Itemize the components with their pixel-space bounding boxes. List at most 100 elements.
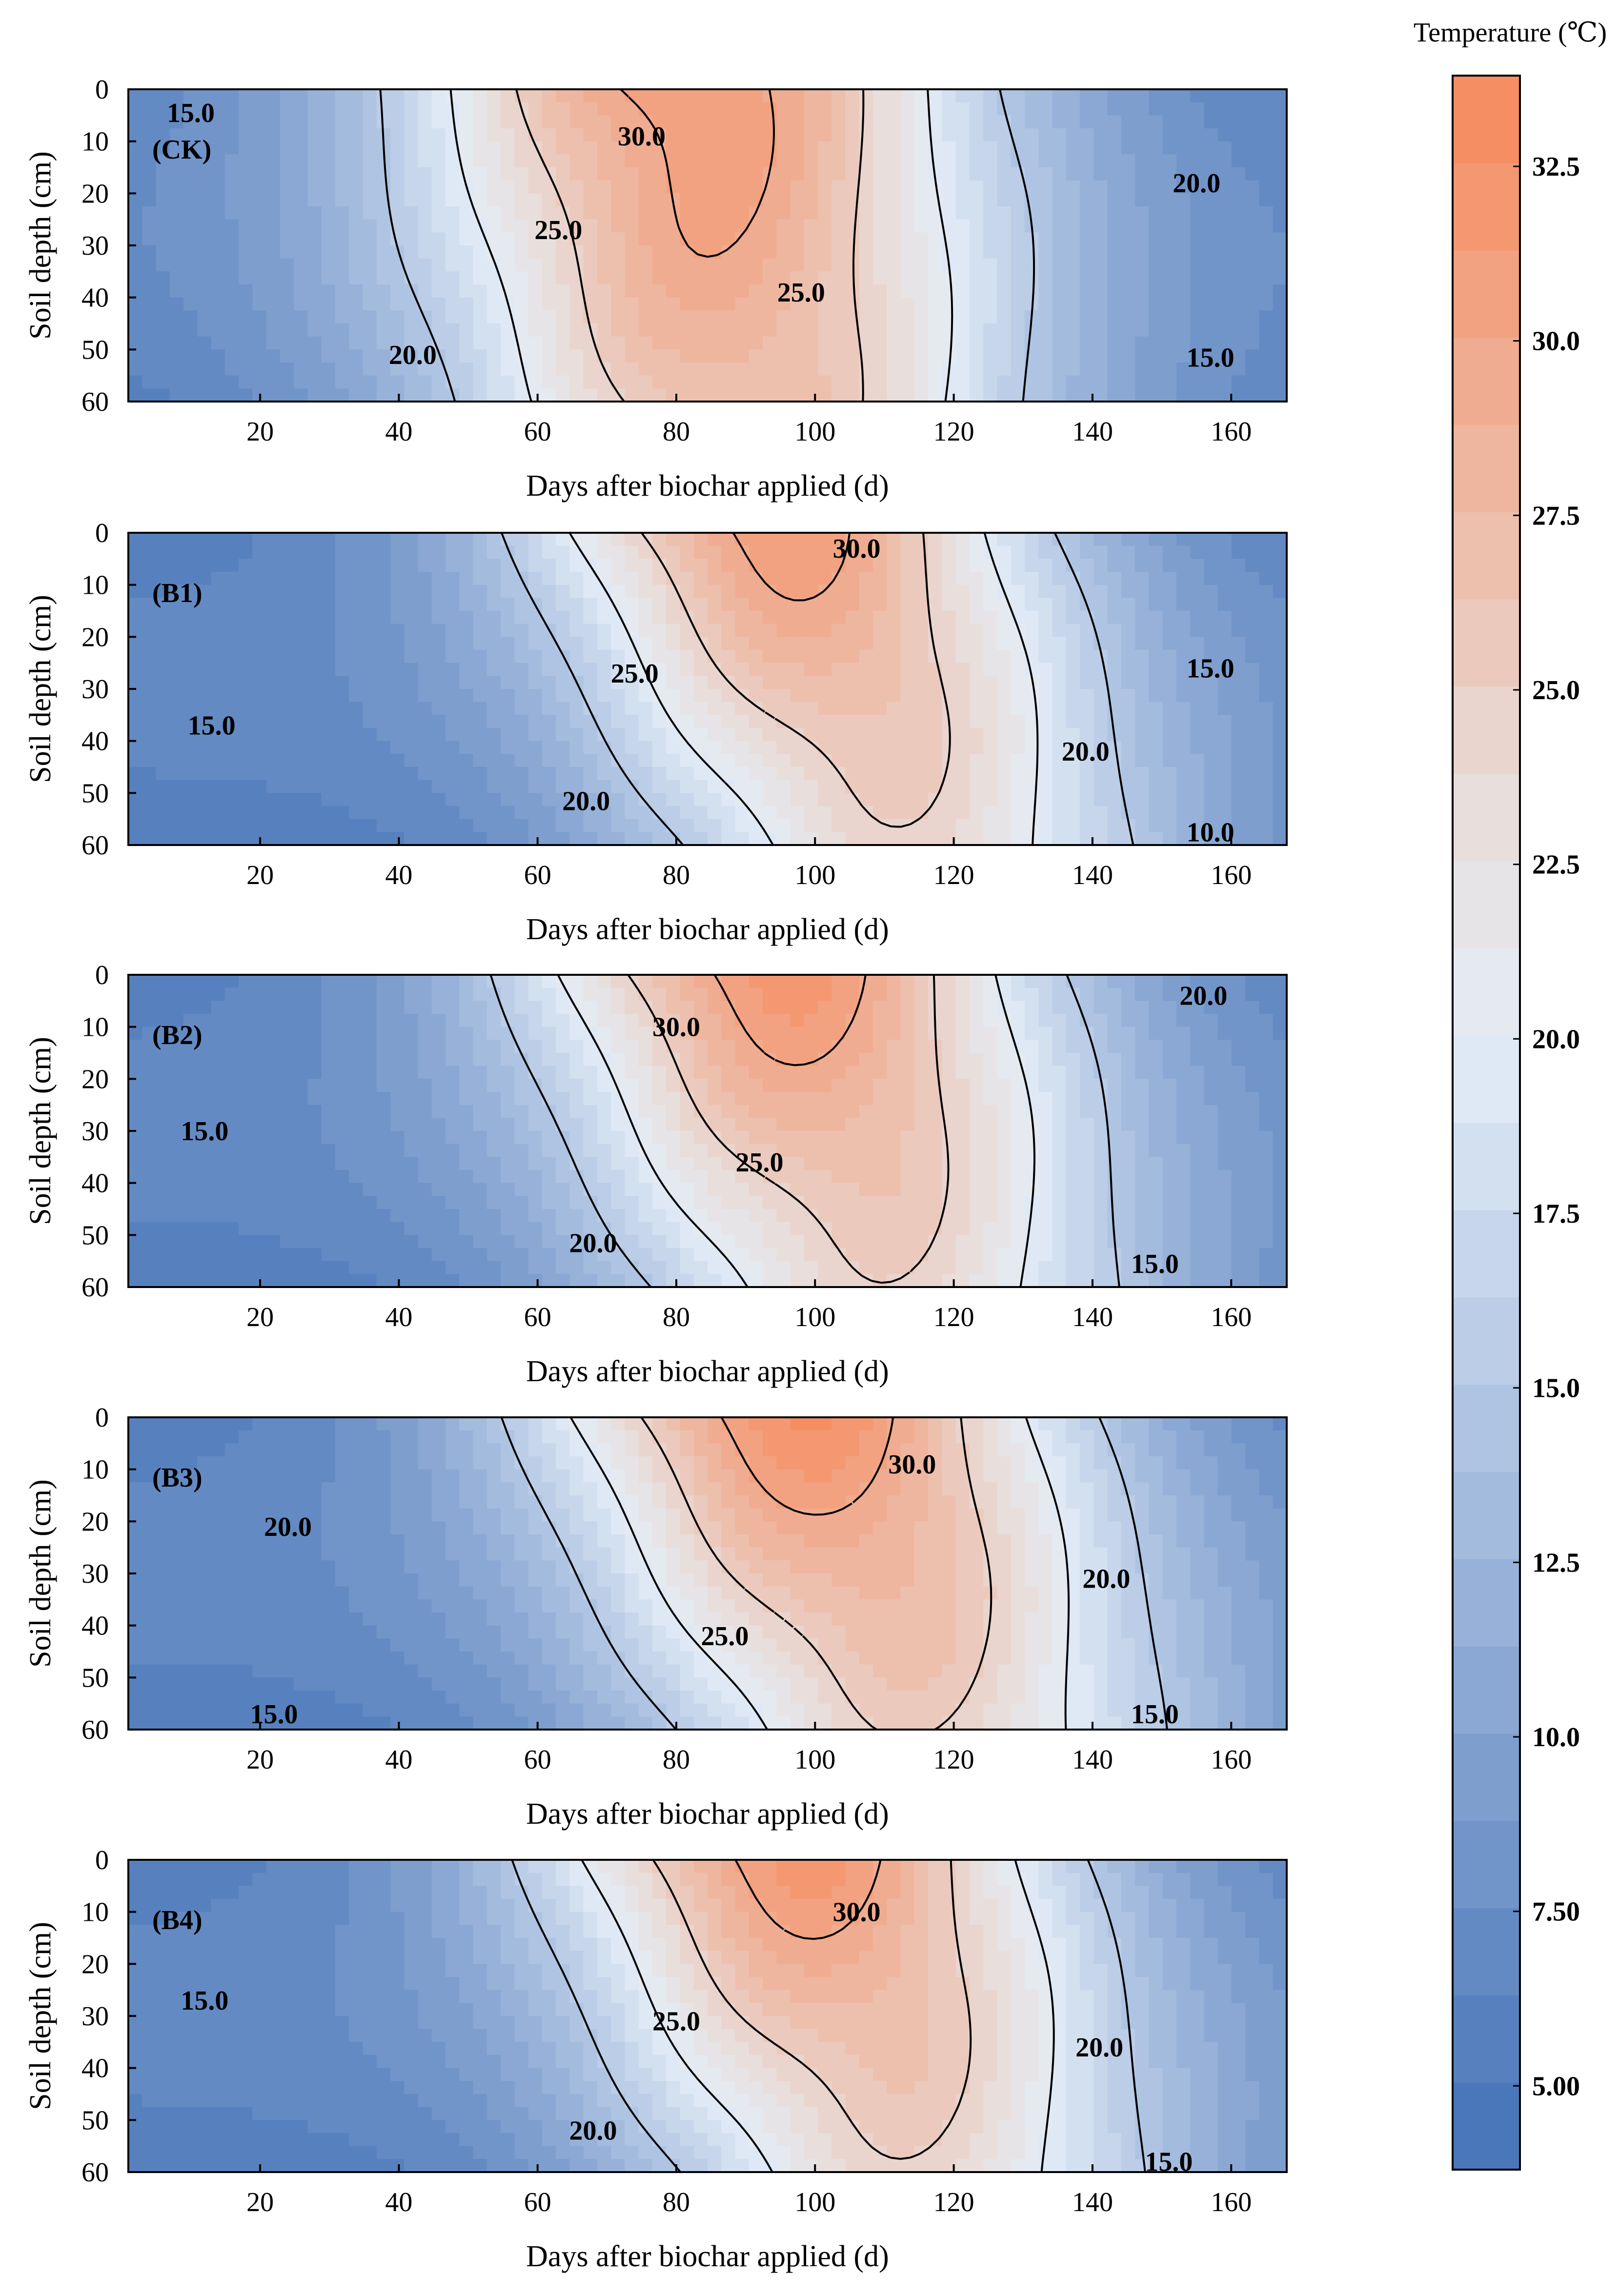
- heat-cell: [390, 1001, 405, 1014]
- heat-cell: [901, 1079, 915, 1092]
- heat-cell: [183, 376, 198, 389]
- heat-cell: [1245, 702, 1259, 716]
- heat-cell: [170, 1092, 184, 1106]
- heat-cell: [142, 793, 156, 806]
- heat-cell: [307, 533, 322, 546]
- heat-cell: [818, 741, 832, 755]
- heat-cell: [294, 585, 308, 599]
- heat-cell: [611, 232, 625, 246]
- heat-cell: [266, 637, 281, 650]
- heat-cell: [294, 715, 308, 728]
- heat-cell: [1011, 975, 1025, 988]
- heat-cell: [322, 702, 336, 716]
- heat-cell: [252, 754, 266, 767]
- heat-cell: [776, 141, 790, 155]
- heat-cell: [197, 298, 211, 311]
- heat-cell: [666, 337, 680, 350]
- heat-cell: [735, 1053, 749, 1067]
- heat-cell: [377, 780, 391, 794]
- heat-cell: [1149, 115, 1163, 129]
- heat-cell: [1108, 363, 1122, 376]
- heat-cell: [501, 181, 515, 194]
- heat-cell: [473, 1092, 487, 1106]
- heat-cell: [708, 1066, 722, 1080]
- heat-cell: [942, 1066, 956, 1080]
- heat-cell: [625, 715, 639, 728]
- heat-cell: [322, 1027, 336, 1041]
- heat-cell: [501, 741, 515, 755]
- heat-cell: [473, 181, 487, 194]
- heat-cell: [942, 102, 956, 116]
- heat-cell: [831, 323, 846, 337]
- heat-cell: [1038, 611, 1052, 624]
- heat-cell: [1108, 975, 1122, 988]
- heat-cell: [887, 1027, 901, 1041]
- heat-cell: [1135, 676, 1149, 689]
- y-tick-label: 60: [81, 830, 109, 861]
- heat-cell: [335, 89, 349, 103]
- heat-cell: [280, 1092, 294, 1106]
- heat-cell: [1273, 1092, 1287, 1106]
- heat-cell: [652, 1079, 667, 1092]
- heat-cell: [514, 806, 528, 820]
- heat-cell: [1135, 89, 1149, 103]
- heat-cell: [363, 676, 377, 689]
- heat-cell: [418, 167, 432, 181]
- heat-cell: [211, 1001, 225, 1014]
- heat-cell: [983, 611, 997, 624]
- heat-cell: [418, 975, 432, 988]
- heat-cell: [846, 363, 860, 376]
- heat-cell: [363, 128, 377, 142]
- heat-cell: [211, 310, 225, 324]
- heat-cell: [1245, 1066, 1259, 1080]
- heat-cell: [128, 741, 142, 755]
- heat-cell: [914, 1001, 929, 1014]
- heat-cell: [294, 598, 308, 611]
- heat-cell: [528, 741, 543, 755]
- heat-cell: [1245, 245, 1259, 259]
- heat-cell: [1232, 115, 1246, 129]
- heat-cell: [349, 1105, 363, 1119]
- heat-cell: [763, 637, 777, 650]
- heat-cell: [942, 245, 956, 259]
- heat-cell: [418, 1092, 432, 1106]
- heat-cell: [997, 715, 1012, 728]
- heat-cell: [708, 624, 722, 638]
- heat-cell: [239, 559, 253, 572]
- heat-cells: [128, 975, 1287, 1288]
- heat-cell: [735, 754, 749, 767]
- heat-cell: [542, 310, 556, 324]
- heat-cell: [790, 585, 805, 599]
- heat-cell: [528, 832, 543, 846]
- heat-cell: [611, 780, 625, 794]
- heat-cell: [390, 806, 405, 820]
- heat-cell: [970, 780, 984, 794]
- heat-cell: [569, 1014, 584, 1027]
- x-tick-label: 20: [246, 860, 274, 890]
- heat-cell: [501, 1053, 515, 1067]
- heat-cell: [156, 284, 170, 298]
- heat-cell: [1259, 767, 1273, 781]
- heat-cell: [542, 559, 556, 572]
- heat-cell: [818, 611, 832, 624]
- heat-cell: [363, 349, 377, 363]
- heat-cell: [983, 689, 997, 703]
- heat-cell: [335, 754, 349, 767]
- heat-cell: [1204, 245, 1218, 259]
- heat-cell: [390, 271, 405, 285]
- heat-cell: [790, 832, 805, 846]
- heat-cell: [266, 715, 281, 728]
- heat-cell: [501, 754, 515, 767]
- heat-cell: [901, 754, 915, 767]
- heat-cell: [790, 676, 805, 689]
- heat-cell: [721, 1066, 735, 1080]
- heat-cell: [335, 533, 349, 546]
- heat-cell: [597, 559, 611, 572]
- heat-cell: [1066, 284, 1080, 298]
- heat-cell: [1066, 819, 1080, 833]
- heat-cell: [294, 793, 308, 806]
- heat-cell: [859, 611, 873, 624]
- heat-cell: [445, 1066, 460, 1080]
- heat-cell: [445, 715, 460, 728]
